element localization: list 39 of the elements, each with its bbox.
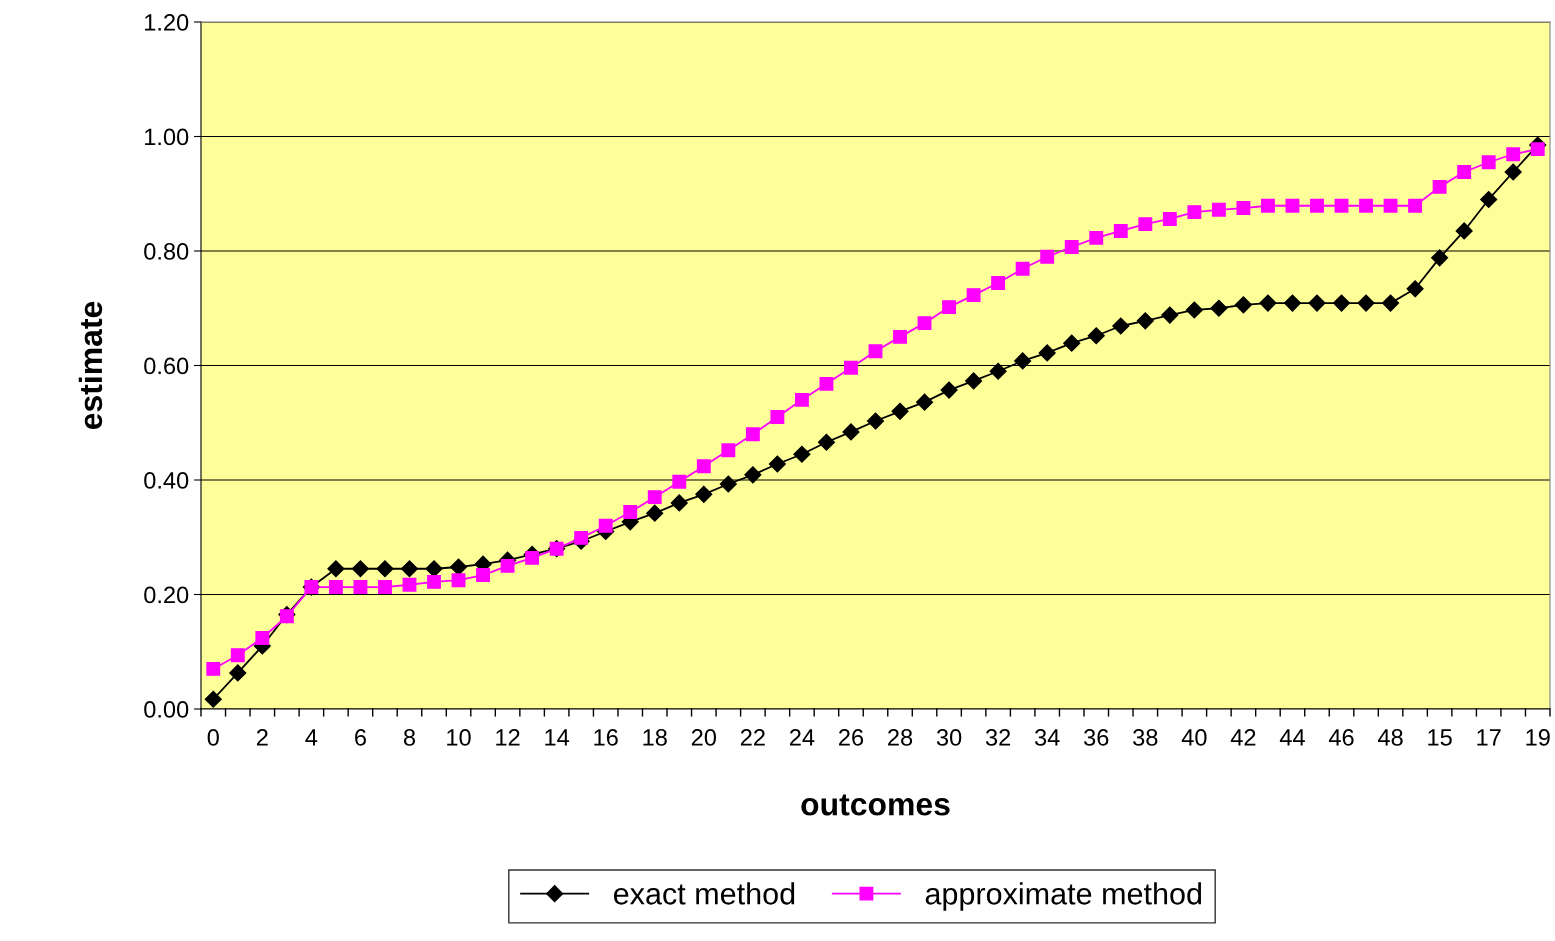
x-tick-label: 10	[447, 729, 471, 746]
x-tick-label: 42	[1230, 729, 1256, 746]
x-tick-label: 32	[985, 729, 1011, 746]
x-tick-label: 17	[1477, 729, 1501, 746]
x-tick-label: 16	[594, 729, 618, 746]
x-tick-label: 14	[545, 729, 570, 746]
y-tick-label: 0.40	[144, 472, 189, 489]
x-tick-label: 44	[1279, 729, 1305, 746]
x-tick-label: 0	[207, 729, 219, 746]
x-axis-title: outcomes	[801, 794, 950, 816]
x-tick-label: 2	[256, 729, 268, 746]
y-tick-label: 1.00	[145, 128, 189, 146]
x-tick-label: 20	[691, 729, 717, 746]
x-tick-label: 30	[936, 729, 962, 746]
x-tick-label: 38	[1133, 729, 1158, 746]
x-tick-label: 12	[496, 729, 520, 746]
legend-label: exact method	[613, 882, 795, 905]
y-tick-label: 1.20	[145, 14, 189, 31]
x-tick-label: 40	[1181, 729, 1207, 746]
x-tick-label: 18	[643, 729, 667, 746]
y-axis-title: estimate	[78, 301, 103, 430]
x-tick-label: 6	[355, 729, 366, 746]
x-tick-label: 22	[740, 729, 765, 746]
x-tick-label: 4	[305, 729, 318, 746]
x-tick-label: 26	[839, 729, 864, 746]
x-tick-label: 34	[1034, 729, 1060, 746]
y-tick-label: 0.80	[144, 243, 189, 260]
y-tick-label: 0.00	[144, 701, 189, 718]
y-tick-label: 0.20	[144, 586, 189, 604]
x-tick-label: 36	[1084, 729, 1109, 746]
x-tick-label: 19	[1526, 729, 1550, 746]
x-tick-label: 24	[789, 729, 815, 746]
y-tick-label: 0.60	[144, 357, 189, 375]
x-tick-label: 8	[403, 729, 416, 746]
x-tick-label: 28	[888, 729, 913, 746]
legend-label: approximate method	[925, 882, 1202, 911]
x-tick-label: 46	[1328, 729, 1354, 746]
x-tick-label: 15	[1428, 729, 1452, 746]
x-tick-label: 48	[1377, 729, 1403, 746]
